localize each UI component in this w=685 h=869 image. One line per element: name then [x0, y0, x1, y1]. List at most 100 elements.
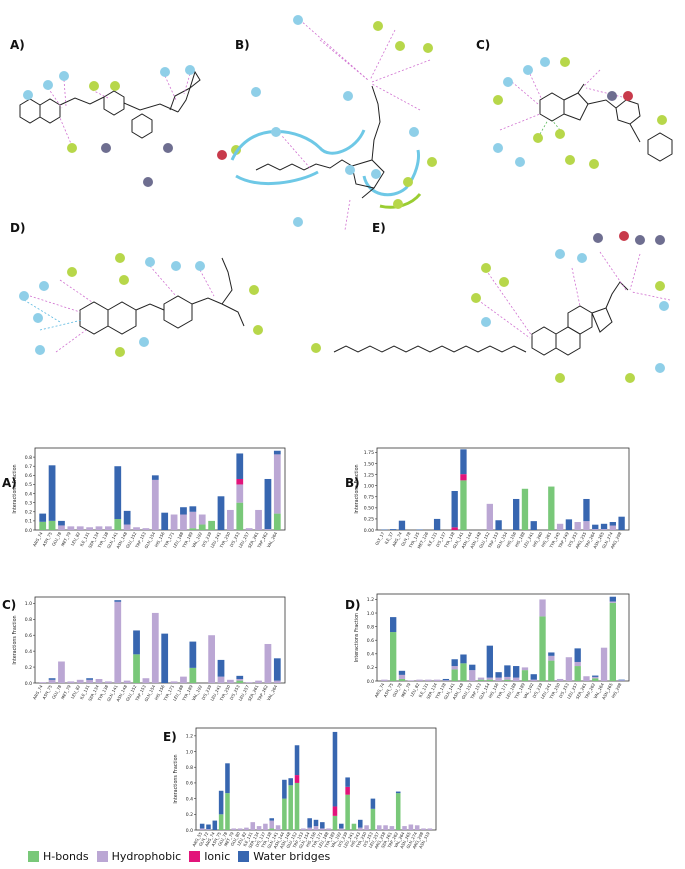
x-tick-label: ASN_75 — [210, 831, 222, 847]
y-tick-label: 0.6 — [367, 638, 374, 644]
bar-h-bonds-asn_75 — [218, 814, 224, 830]
bar-h-bonds-val_264 — [273, 513, 281, 530]
bar-hydrophobic-leu_82 — [244, 827, 249, 830]
bar-hydrophobic-arg_55 — [199, 828, 205, 830]
residue-bubbles-d — [19, 253, 263, 357]
x-tick-label: MET_79 — [60, 684, 72, 700]
bar-water-bridges-asn_75 — [390, 617, 397, 633]
bar-hydrophobic-met_79 — [67, 526, 75, 530]
bar-hydrophobic-val_264 — [600, 647, 608, 681]
y-tick-label: 0.4 — [367, 652, 374, 658]
bar-water-bridges-lys_239 — [345, 777, 350, 787]
y-tick-label: 0.8 — [25, 617, 32, 623]
bar-h-bonds-tyr_189 — [332, 815, 338, 830]
x-tick-label: LEU_82 — [70, 684, 82, 700]
bar-h-bonds-lys_253 — [236, 502, 244, 530]
bar-h-bonds-tyr_138 — [269, 828, 275, 830]
chart-label-c: C) — [2, 598, 17, 612]
panel-label-c: C) — [476, 38, 491, 52]
x-tick-label: GLU_78 — [51, 684, 63, 700]
bar-water-bridges-his_156 — [161, 512, 169, 530]
y-tick-label: 0.4 — [25, 491, 32, 497]
bar-h-bonds-tyr_189 — [521, 670, 529, 681]
bar-water-bridges-asn_75 — [48, 465, 56, 521]
bar-hydrophobic-leu_241 — [548, 655, 555, 661]
bar-hydrophobic-tyr_171 — [170, 514, 178, 530]
bar-h-bonds-glu_152 — [294, 782, 300, 830]
y-tick-label: 0.4 — [25, 649, 32, 655]
interaction-fraction-charts: 0.0 0.1 0.2 0.3 0.4 0.5 0.6 0.7 0.8 Interactions … — [12, 447, 630, 850]
bar-water-bridges-tyr_189 — [332, 731, 338, 807]
bar-water-bridges-leu_257 — [574, 648, 581, 662]
bar-hydrophobic-tyr_138 — [105, 681, 112, 683]
bar-hydrophobic-ile_131 — [425, 679, 432, 681]
x-tick-label: ASN_75 — [41, 684, 53, 700]
bar-hydrophobic-his_156 — [495, 677, 502, 681]
y-tick-label: 0.50 — [364, 506, 374, 512]
y-tick-label: 0.0 — [186, 828, 193, 834]
bar-water-bridges-lys_253 — [370, 798, 376, 809]
bar-hydrophobic-trp_153 — [477, 677, 485, 680]
bar-hydrophobic-asn_265 — [609, 601, 616, 603]
bar-hydrophobic-ser_134 — [95, 679, 103, 683]
y-tick-label: 0.6 — [186, 781, 193, 787]
bar-hydrophobic-ser_261 — [583, 676, 590, 681]
bar-water-bridges-his_298 — [618, 679, 625, 681]
bar-hydrophobic-leu_241 — [217, 676, 225, 683]
bar-hydrophobic-glu_152 — [486, 503, 493, 530]
bar-water-bridges-asn_75 — [48, 678, 56, 680]
bar-water-bridges-tyr_171 — [320, 822, 325, 829]
plot-frame — [376, 447, 630, 531]
bar-hydrophobic-asn_75 — [48, 679, 56, 683]
bar-hydrophobic-glu_78 — [58, 661, 65, 683]
x-tick-label: ILE_131 — [242, 831, 254, 847]
bar-water-bridges-leu_188 — [513, 666, 520, 678]
bar-water-bridges-glu_152 — [294, 745, 300, 776]
bar-hydrophobic-val_192 — [530, 679, 537, 681]
y-tick-label: 0.5 — [25, 482, 32, 488]
bar-ionic-glu_152 — [294, 775, 300, 783]
bar-ionic-tyr_138 — [451, 527, 458, 530]
bar-water-bridges-tyr_189 — [189, 641, 197, 668]
bar-h-bonds-asn_148 — [288, 785, 293, 830]
bar-water-bridges-val_264 — [273, 658, 281, 681]
bar-water-bridges-val_264 — [273, 450, 281, 455]
bar-water-bridges-tyr_171 — [504, 665, 511, 677]
bar-hydrophobic-leu_82 — [76, 679, 84, 683]
x-tick-label: MET_79 — [60, 531, 72, 547]
bar-hydrophobic-asn_265 — [600, 529, 608, 530]
bar-hydrophobic-tyr_250 — [227, 679, 234, 683]
y-axis-label: Interactions Fraction — [12, 615, 18, 664]
bar-hydrophobic-ile_131 — [250, 822, 256, 830]
bar-hydrophobic-met_79 — [67, 681, 75, 683]
bar-hydrophobic-arg_74 — [381, 679, 388, 681]
panel-label-b: B) — [235, 38, 250, 52]
bar-hydrophobic-tyr_189 — [521, 667, 529, 671]
bar-hydrophobic-gln_154 — [486, 677, 493, 680]
chart-e: 0.0 0.2 0.4 0.6 0.8 1.0 1.2 Interactions Fracti… — [173, 727, 437, 850]
y-tick-label: 0.8 — [367, 624, 374, 630]
chart-d: 0.0 0.2 0.4 0.6 0.8 1.0 1.2 Interactions Fracti… — [354, 593, 630, 701]
y-tick-label: 1.50 — [364, 461, 374, 467]
bar-hydrophobic-met_79 — [231, 828, 237, 830]
x-tick-label: LEU_82 — [409, 682, 421, 698]
bar-ionic-lys_253 — [236, 478, 244, 485]
bar-water-bridges-trp_262 — [264, 478, 272, 530]
bar-h-bonds-his_188 — [521, 488, 529, 530]
y-tick-label: 0.1 — [25, 519, 32, 525]
bar-h-bonds-glu_78 — [398, 678, 406, 681]
bar-hydrophobic-gln_274 — [414, 825, 420, 830]
ligand-diagram-d — [23, 257, 245, 353]
y-axis-label: Interactions Fraction — [173, 754, 179, 803]
y-tick-label: 0.7 — [25, 464, 32, 470]
y-tick-label: 0.0 — [25, 528, 32, 534]
x-tick-label: MET_79 — [400, 682, 412, 698]
ligand-diagram-a — [19, 70, 201, 147]
bar-h-bonds-val_192 — [198, 524, 206, 530]
bar-water-bridges-gln_141 — [114, 600, 122, 602]
y-tick-label: 1.25 — [364, 472, 374, 478]
bar-h-bonds-asn_265 — [609, 602, 616, 681]
legend-label-ionic: Ionic — [204, 850, 231, 863]
bar-hydrophobic-gln_154 — [151, 612, 159, 683]
bar-water-bridges-arg_298 — [618, 516, 625, 530]
